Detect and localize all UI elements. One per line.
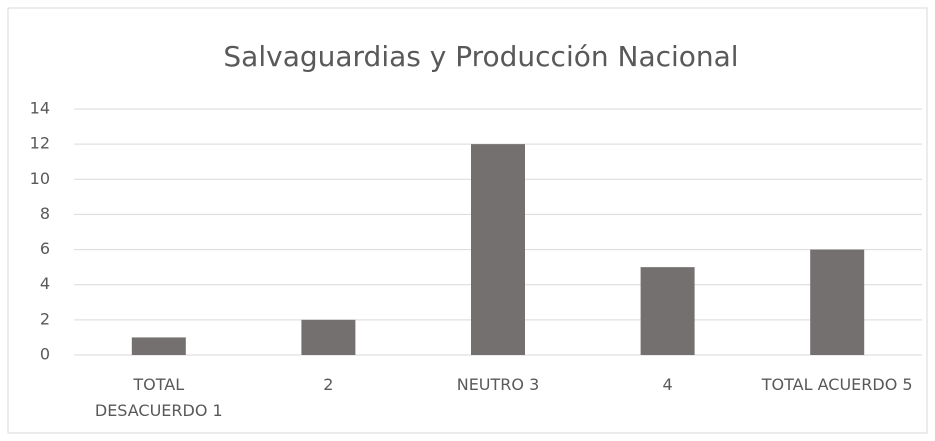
- y-tick-label: 2: [40, 309, 50, 328]
- y-tick-label: 14: [30, 99, 50, 118]
- x-tick-label: NEUTRO 3: [456, 375, 540, 394]
- bar: [810, 249, 865, 355]
- bar: [301, 319, 356, 355]
- chart-border: [7, 7, 928, 434]
- y-tick-label: 10: [30, 169, 50, 188]
- bar: [131, 337, 186, 355]
- y-tick-label: 8: [40, 204, 50, 223]
- bar: [640, 267, 695, 355]
- x-tick-label: 2: [323, 375, 334, 394]
- bar: [471, 144, 525, 355]
- y-tick-label: 6: [40, 239, 50, 258]
- y-tick-label: 4: [40, 274, 50, 293]
- y-tick-label: 12: [30, 134, 50, 153]
- y-tick-label: 0: [40, 345, 50, 364]
- chart-title: Salvaguardias y Producción Nacional: [223, 40, 738, 73]
- x-tick-label: 4: [662, 375, 673, 394]
- x-tick-label: TOTAL ACUERDO 5: [761, 375, 913, 394]
- x-tick-label: TOTAL DESACUERDO 1: [94, 375, 223, 420]
